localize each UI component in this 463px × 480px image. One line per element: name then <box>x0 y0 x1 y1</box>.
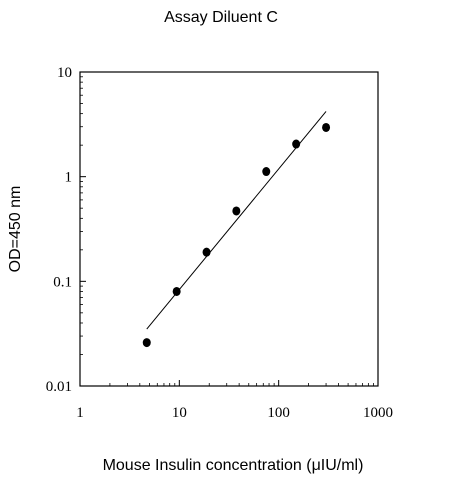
y-tick-label: 0.1 <box>53 274 72 290</box>
y-axis-label: OD=450 nm <box>7 186 24 273</box>
data-point <box>202 247 211 257</box>
x-tick-label: 100 <box>267 405 290 421</box>
x-tick-label: 1 <box>76 405 84 421</box>
data-point <box>292 139 301 149</box>
plot-frame <box>79 71 379 387</box>
x-tick-label: 1000 <box>363 405 393 421</box>
data-point <box>172 286 181 296</box>
y-tick-label: 1 <box>65 170 73 186</box>
x-axis: 1 10 100 1000 <box>76 380 393 421</box>
x-axis-label: Mouse Insulin concentration (μIU/ml) <box>103 457 364 474</box>
data-point <box>262 167 271 177</box>
y-axis: 0.01 0.1 1 10 <box>46 65 86 395</box>
x-tick-label: 10 <box>172 405 187 421</box>
data-point <box>232 206 241 216</box>
chart-title: Assay Diluent C <box>164 9 278 26</box>
data-points <box>142 122 331 348</box>
y-tick-label: 10 <box>57 65 72 81</box>
y-tick-label: 0.01 <box>46 379 72 395</box>
data-point <box>322 122 331 132</box>
data-point <box>142 338 151 348</box>
